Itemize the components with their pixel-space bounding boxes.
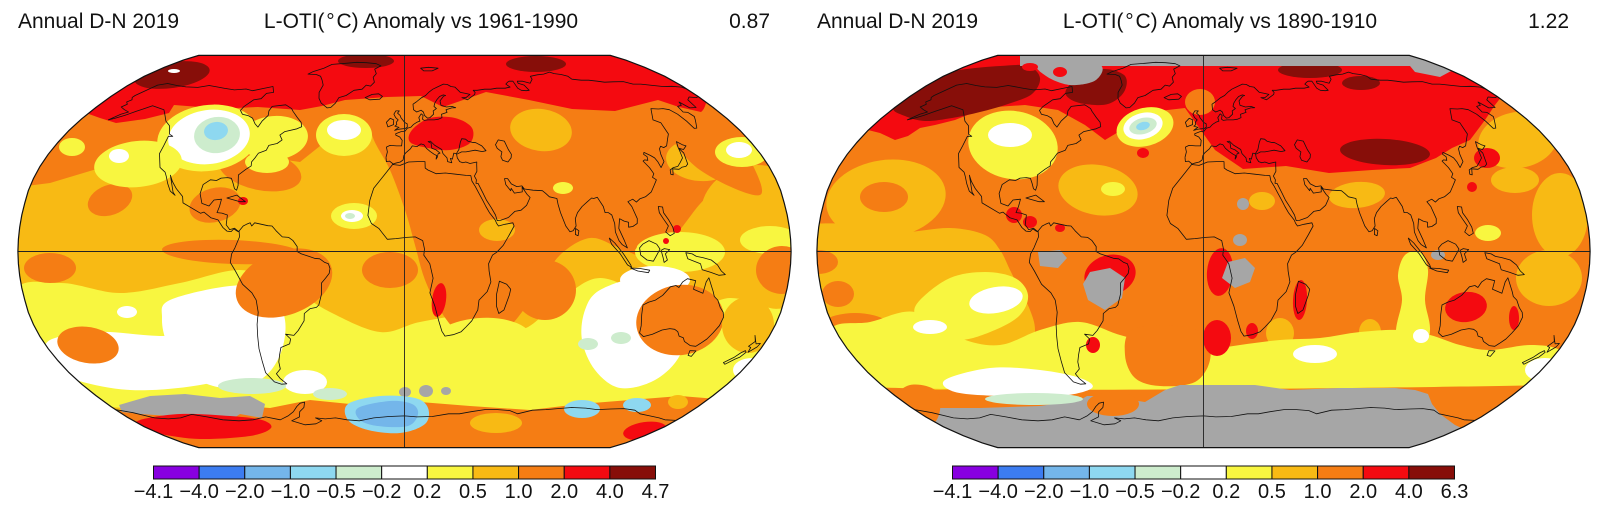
svg-text:0.87: 0.87	[729, 10, 770, 33]
svg-text:−0.2: −0.2	[362, 481, 401, 503]
svg-text:−1.0: −1.0	[271, 481, 310, 503]
svg-text:−4.0: −4.0	[179, 481, 218, 503]
svg-text:1.22: 1.22	[1528, 10, 1569, 33]
svg-text:−4.1: −4.1	[134, 481, 173, 503]
svg-text:−2.0: −2.0	[1024, 481, 1063, 503]
svg-text:1.0: 1.0	[505, 481, 533, 503]
svg-text:0.5: 0.5	[459, 481, 487, 503]
svg-text:−2.0: −2.0	[225, 481, 264, 503]
svg-text:−4.1: −4.1	[933, 481, 972, 503]
svg-text:Annual D-N 2019: Annual D-N 2019	[817, 10, 978, 33]
svg-text:6.3: 6.3	[1441, 481, 1469, 503]
svg-text:2.0: 2.0	[1349, 481, 1377, 503]
svg-text:0.5: 0.5	[1258, 481, 1286, 503]
svg-text:−1.0: −1.0	[1070, 481, 1109, 503]
svg-text:L-OTI( ° C) Anomaly vs 1890-19: L-OTI( ° C) Anomaly vs 1890-1910	[1063, 10, 1377, 33]
svg-text:L-OTI( ° C) Anomaly vs 1961-19: L-OTI( ° C) Anomaly vs 1961-1990	[264, 10, 578, 33]
svg-text:4.0: 4.0	[1395, 481, 1423, 503]
svg-text:2.0: 2.0	[550, 481, 578, 503]
svg-text:4.0: 4.0	[596, 481, 624, 503]
svg-text:0.2: 0.2	[1212, 481, 1240, 503]
svg-text:0.2: 0.2	[413, 481, 441, 503]
svg-text:1.0: 1.0	[1304, 481, 1332, 503]
svg-text:−4.0: −4.0	[978, 481, 1017, 503]
svg-text:−0.2: −0.2	[1161, 481, 1200, 503]
svg-text:−0.5: −0.5	[316, 481, 355, 503]
svg-text:−0.5: −0.5	[1115, 481, 1154, 503]
svg-text:Annual D-N 2019: Annual D-N 2019	[18, 10, 179, 33]
svg-text:4.7: 4.7	[642, 481, 670, 503]
